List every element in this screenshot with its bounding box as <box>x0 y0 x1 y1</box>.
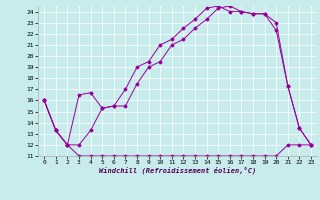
X-axis label: Windchill (Refroidissement éolien,°C): Windchill (Refroidissement éolien,°C) <box>99 167 256 174</box>
